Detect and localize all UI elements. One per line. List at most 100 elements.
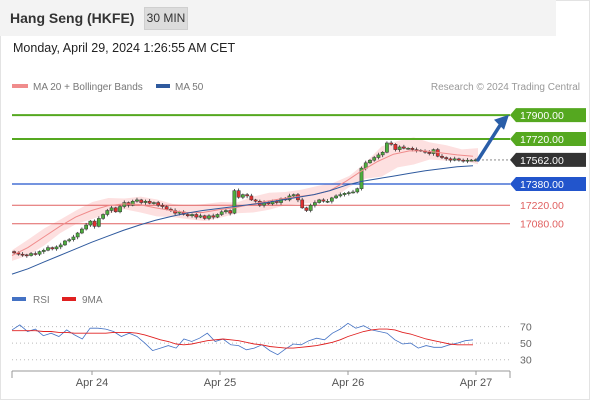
- bollinger-band: [12, 137, 478, 261]
- candle-body: [253, 199, 258, 202]
- candle-body: [249, 195, 254, 201]
- x-tick-label: Apr 24: [76, 377, 108, 389]
- candle-body: [346, 192, 351, 194]
- credit-label: Research © 2024 Trading Central: [431, 82, 580, 93]
- level-label-17380.00: 17380.00: [520, 179, 564, 191]
- level-tag-17380.00: [510, 177, 586, 192]
- ma20-line: [11, 150, 474, 256]
- datetime-label: Monday, April 29, 2024 1:26:55 AM CET: [13, 41, 236, 55]
- candle-body: [245, 194, 249, 197]
- candle-body: [113, 207, 118, 213]
- candle-body: [402, 146, 406, 149]
- rsi-legend-swatch: [12, 297, 26, 301]
- candle-body: [96, 218, 101, 227]
- candle-body: [452, 158, 457, 161]
- candle-body: [207, 215, 211, 219]
- candle-body: [469, 159, 474, 162]
- candle-body: [58, 244, 63, 248]
- candle-body: [24, 254, 29, 257]
- candle-body: [461, 159, 466, 162]
- candle-body: [194, 214, 199, 218]
- level-tag-17562.00: [510, 152, 586, 167]
- candle-body: [351, 191, 355, 194]
- candle-body: [173, 210, 177, 214]
- candle-body: [122, 202, 127, 207]
- rsi-tick-70: 70: [520, 322, 532, 334]
- forecast-arrow-shaft: [476, 122, 503, 162]
- ma50-line: [11, 165, 474, 275]
- candle-body: [92, 220, 97, 227]
- candle-body: [300, 199, 305, 209]
- candle-body: [152, 202, 156, 204]
- candle-body: [457, 158, 461, 161]
- candle-body: [147, 200, 152, 204]
- candle-body: [321, 199, 326, 202]
- candle-body: [63, 240, 67, 246]
- candle-body: [130, 200, 135, 206]
- level-label-17080.00: 17080.00: [520, 219, 564, 231]
- candle-body: [236, 190, 241, 198]
- level-tag-17900.00: [510, 108, 586, 123]
- rsi-tick-30: 30: [520, 355, 532, 367]
- candle-body: [406, 148, 410, 150]
- candle-body: [185, 214, 190, 217]
- candle-body: [33, 253, 38, 255]
- candle-body: [164, 206, 169, 210]
- candle-body: [80, 228, 84, 234]
- candle-body: [308, 204, 313, 211]
- candle-body: [202, 215, 207, 219]
- candle-body: [54, 246, 59, 250]
- candle-body: [211, 215, 216, 218]
- candle-body: [105, 210, 110, 215]
- candle-body: [368, 159, 372, 164]
- candle-body: [37, 251, 42, 255]
- timeframe-button[interactable]: 30 MIN: [144, 7, 188, 30]
- candle-body: [372, 157, 377, 161]
- rsi-line: [11, 322, 474, 356]
- candle-body: [410, 148, 415, 150]
- candle-body: [338, 194, 343, 197]
- candle-body: [397, 146, 402, 150]
- candle-body: [241, 194, 245, 198]
- candle-body: [109, 207, 114, 211]
- candle-body: [71, 236, 76, 240]
- candle-body: [334, 195, 338, 199]
- candle-body: [385, 142, 389, 153]
- level-label-17720.00: 17720.00: [520, 134, 564, 146]
- candle-body: [304, 207, 309, 211]
- candle-body: [219, 211, 224, 215]
- rsi-tick-50: 50: [520, 338, 532, 350]
- candle-body: [380, 151, 385, 156]
- candle-body: [67, 239, 72, 242]
- candle-body: [440, 155, 444, 158]
- level-label-17900.00: 17900.00: [520, 110, 564, 122]
- candle-body: [190, 214, 194, 217]
- candle-body: [135, 199, 139, 202]
- rsi-ma-legend-label: 9MA: [82, 295, 103, 306]
- candle-body: [156, 202, 161, 206]
- candle-body: [448, 158, 453, 161]
- candle-body: [118, 206, 122, 213]
- rsi-ma-line: [12, 328, 473, 349]
- x-tick-label: Apr 25: [204, 377, 236, 389]
- candle-body: [342, 193, 347, 195]
- level-tag-17720.00: [510, 131, 586, 146]
- candle-body: [228, 210, 233, 214]
- ma20-legend-label: MA 20 + Bollinger Bands: [33, 82, 143, 93]
- candle-body: [359, 167, 364, 189]
- rsi-ma-legend-swatch: [62, 297, 76, 301]
- candle-body: [224, 210, 228, 213]
- candle-body: [50, 247, 55, 250]
- candle-body: [88, 220, 93, 226]
- candle-body: [444, 157, 449, 160]
- x-tick-label: Apr 26: [332, 377, 364, 389]
- forecast-arrow-head: [494, 114, 509, 130]
- candle-body: [20, 253, 25, 256]
- x-tick-label: Apr 27: [460, 377, 492, 389]
- title-bar: Hang Seng (HKFE) 30 MIN: [0, 0, 556, 36]
- candle-body: [291, 194, 296, 197]
- candle-body: [389, 142, 394, 145]
- candle-body: [393, 144, 398, 150]
- candle-body: [75, 232, 80, 238]
- ma20-legend-swatch: [12, 84, 28, 88]
